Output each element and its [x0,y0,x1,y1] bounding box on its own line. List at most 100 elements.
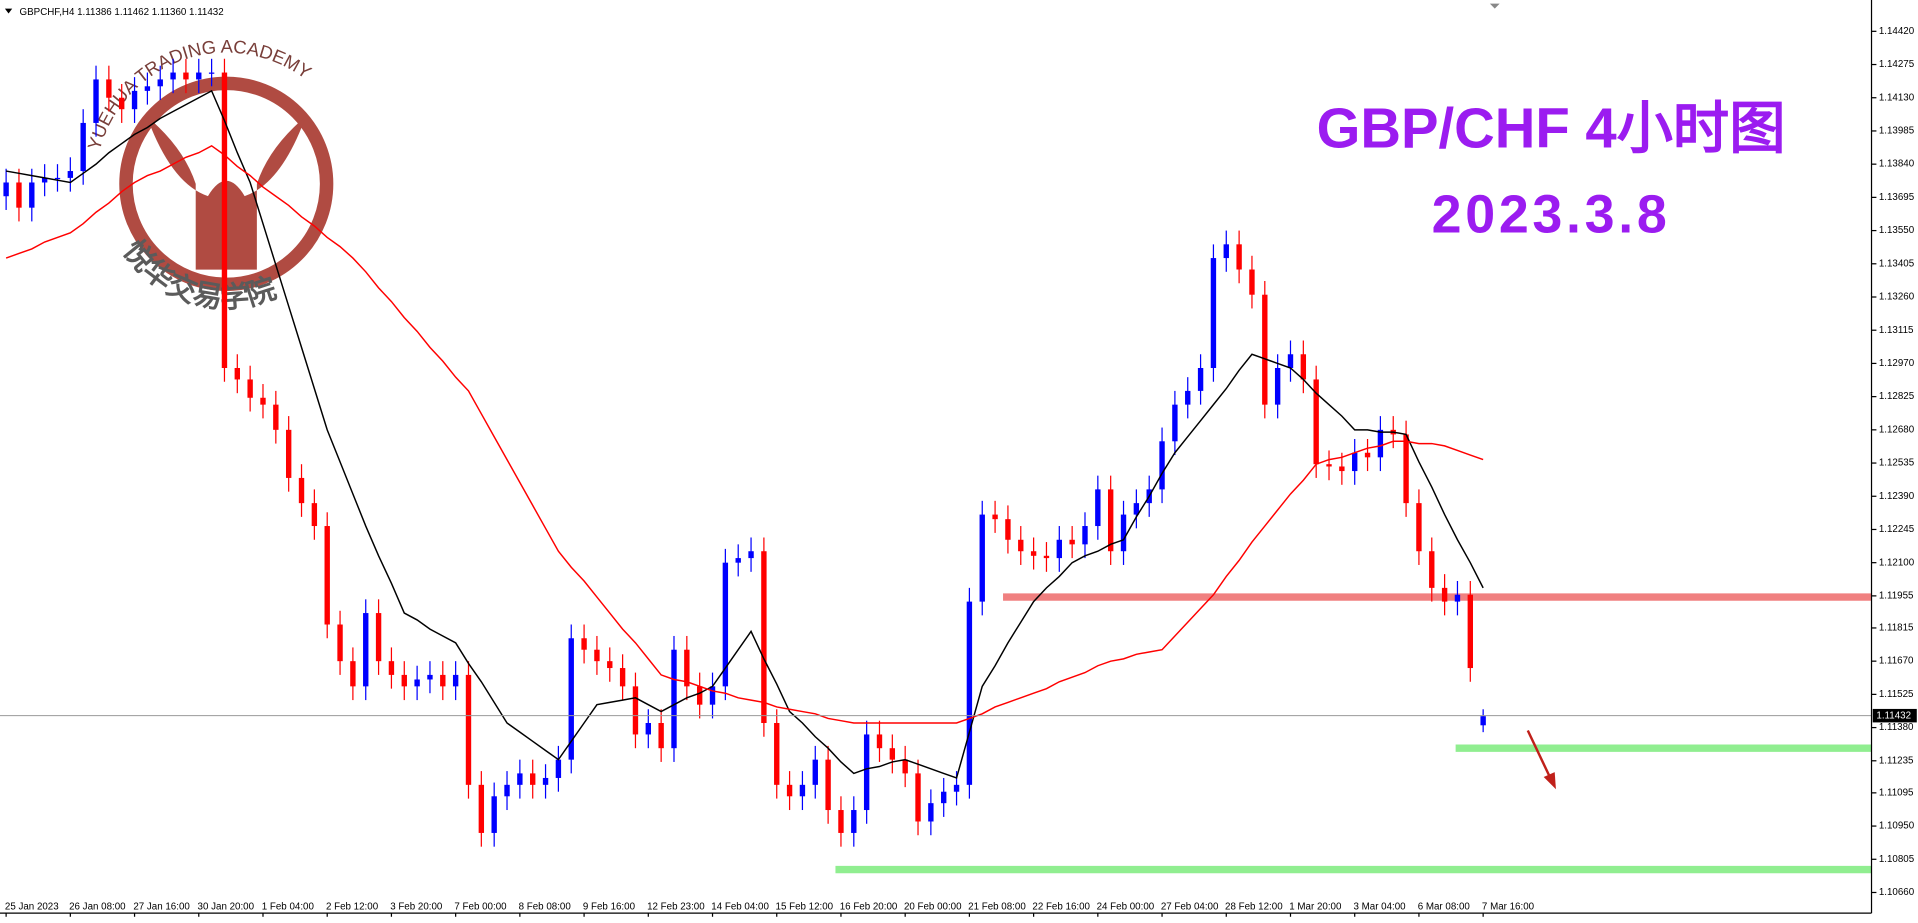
candle-body [941,791,947,804]
candle-body [902,759,908,774]
candle-body [1313,379,1319,465]
y-tick-label: 1.12970 [1879,358,1915,369]
candle-body [671,649,677,749]
candle-body [1364,452,1371,458]
y-tick-label: 1.14275 [1879,59,1915,70]
candle-body [658,723,664,749]
candle-body [401,674,407,687]
last-price-label: 1.11432 [1876,710,1911,721]
candle-body [144,86,151,91]
candle-body [298,477,305,504]
candle-body [645,723,651,735]
x-tick-label: 16 Feb 20:00 [840,901,898,912]
y-tick-label: 1.13405 [1879,258,1915,269]
x-tick-label: 28 Feb 12:00 [1225,901,1283,912]
candle-body [427,674,433,680]
candle-body [1249,269,1255,295]
candle-body [247,379,253,398]
y-tick-label: 1.10660 [1879,887,1915,898]
x-tick-label: 1 Mar 20:00 [1289,901,1342,912]
overlay-title: GBP/CHF 4小时图 [1317,96,1786,159]
candle-body [478,784,485,833]
candle-body [581,638,587,650]
last-price-box [1872,708,1917,723]
x-tick-label: 3 Feb 20:00 [390,901,443,912]
candle-body [517,773,523,785]
candle-body [285,429,292,478]
candle-body [1480,716,1486,726]
y-tick-label: 1.13985 [1879,126,1915,137]
candle-body [491,796,497,833]
candle-body [29,182,35,208]
candle-body [1030,551,1037,556]
x-tick-label: 9 Feb 16:00 [583,901,636,912]
candle-body [1069,539,1075,545]
candle-body [1441,587,1448,602]
candle-body [735,558,741,563]
candle-body [54,177,61,180]
candle-body [452,674,459,687]
candle-body [1082,526,1088,545]
scroll-marker [1489,3,1500,9]
candle-body [1287,354,1294,368]
candle-body [311,503,318,527]
y-tick-label: 1.11955 [1879,590,1914,601]
candle-body [799,784,806,797]
candle-body [1339,466,1345,472]
candle-body [196,72,202,80]
candle-body [928,803,934,822]
candle-body [324,526,330,625]
candle-body [337,624,343,662]
candle-body [979,514,985,602]
x-tick-label: 2 Feb 12:00 [326,901,379,912]
candle-body [183,72,189,80]
candle-body [889,748,896,760]
y-tick-label: 1.12100 [1879,557,1915,568]
candle-body [1056,539,1062,559]
candle-body [388,661,395,675]
candle-body [1262,294,1268,405]
candle-body [568,638,574,760]
candle-body [1172,404,1178,442]
x-tick-label: 14 Feb 04:00 [711,901,769,912]
x-tick-label: 6 Mar 08:00 [1418,901,1471,912]
x-tick-label: 24 Feb 00:00 [1097,901,1155,912]
candle-body [696,686,703,705]
candle-body [709,686,716,705]
candle-body [1210,258,1217,368]
arrow-shaft [1526,729,1553,781]
plot [0,58,1872,874]
candle-body [440,674,446,687]
y-tick-label: 1.11095 [1879,787,1914,798]
arrow-head [1543,772,1556,790]
candle-body [1043,555,1050,559]
header: GBPCHF,H4 1.11386 1.11462 1.11360 1.1143… [20,7,224,18]
overlay-date: 2023.3.8 [1432,184,1671,244]
x-tick-label: 27 Jan 16:00 [133,901,190,912]
x-tick-label: 7 Mar 16:00 [1482,901,1535,912]
y-tick-label: 1.10950 [1879,821,1915,832]
x-tick-label: 21 Feb 08:00 [968,901,1026,912]
x-tick-label: 30 Jan 20:00 [198,901,255,912]
x-tick-label: 8 Feb 08:00 [519,901,572,912]
y-tick-label: 1.13260 [1879,292,1915,303]
y-tick-label: 1.11525 [1879,689,1914,700]
candle-body [1352,452,1358,472]
candle-body [1236,244,1242,270]
candle-body [1326,464,1332,467]
candle-body [1300,354,1307,380]
candle-body [170,72,176,80]
menu-triangle[interactable] [4,8,13,14]
candle-body [530,773,536,785]
candle-body [363,613,369,687]
candle-body [93,79,99,123]
y-tick-label: 1.11815 [1879,623,1914,634]
y-tick-label: 1.12680 [1879,424,1915,435]
candle-body [555,759,562,778]
candle-body [1223,244,1229,259]
candle-body [1185,390,1191,405]
candle-body [1197,367,1204,391]
y-tick-label: 1.13695 [1879,192,1915,203]
candle-body [953,784,960,792]
candle-body [966,601,973,785]
